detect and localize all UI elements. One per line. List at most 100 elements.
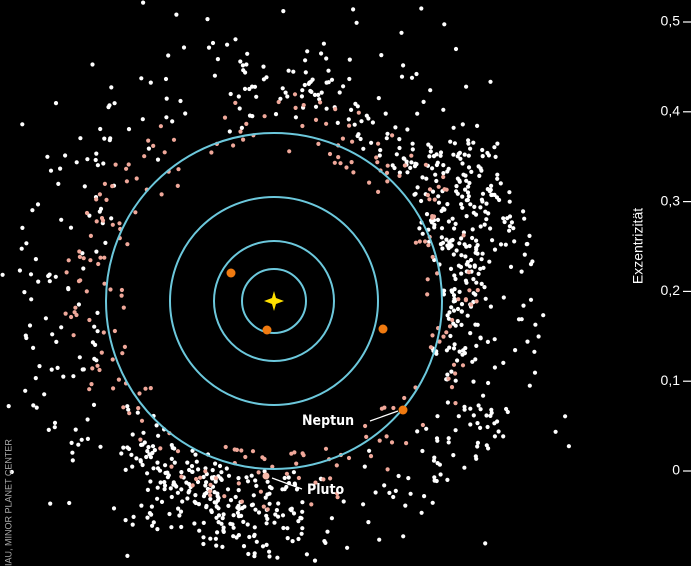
object xyxy=(97,192,102,197)
object xyxy=(367,448,372,453)
object xyxy=(81,266,86,271)
object xyxy=(396,473,401,479)
object xyxy=(74,160,79,165)
object xyxy=(536,334,541,339)
object xyxy=(532,349,537,354)
object xyxy=(392,165,397,171)
object xyxy=(285,536,290,541)
object xyxy=(431,458,437,463)
object xyxy=(453,276,458,282)
object xyxy=(46,427,51,432)
object xyxy=(214,504,219,509)
object xyxy=(480,251,485,256)
object xyxy=(46,273,51,279)
object xyxy=(175,449,181,454)
object xyxy=(289,451,294,456)
object xyxy=(129,452,134,457)
object xyxy=(36,279,41,284)
object xyxy=(488,304,493,309)
object xyxy=(231,525,236,530)
object xyxy=(480,191,486,196)
object xyxy=(441,334,446,339)
object xyxy=(405,127,410,132)
object xyxy=(247,113,253,118)
object xyxy=(413,240,418,245)
object xyxy=(124,166,129,171)
object xyxy=(522,216,527,221)
object xyxy=(364,434,369,439)
object xyxy=(274,508,279,513)
object xyxy=(239,125,244,130)
object xyxy=(272,520,277,525)
object xyxy=(459,271,464,276)
object xyxy=(242,86,248,91)
object xyxy=(459,236,464,241)
object xyxy=(196,502,201,507)
object xyxy=(194,476,199,482)
leader-line xyxy=(271,477,303,490)
object xyxy=(449,243,454,248)
object xyxy=(519,269,524,274)
object xyxy=(245,522,250,527)
axis: 0 0,1 0,2 0,3 0,4 0,5 xyxy=(661,13,691,478)
neptune-label: Neptun xyxy=(302,413,354,429)
object xyxy=(165,470,170,475)
object xyxy=(427,187,433,192)
object xyxy=(467,180,472,186)
object xyxy=(316,92,321,97)
object xyxy=(43,316,49,321)
axis-label: Exzentrizität xyxy=(630,208,646,284)
object xyxy=(433,172,438,177)
object xyxy=(450,317,455,323)
object xyxy=(76,442,81,447)
object xyxy=(243,454,248,460)
object xyxy=(254,94,259,99)
object xyxy=(384,434,389,439)
object xyxy=(164,115,169,120)
object xyxy=(447,345,452,350)
object xyxy=(450,237,455,243)
object xyxy=(134,176,139,181)
object xyxy=(324,56,329,61)
object xyxy=(446,376,451,381)
object xyxy=(110,357,115,362)
object xyxy=(346,117,351,122)
object xyxy=(477,173,482,178)
object xyxy=(460,161,465,166)
object xyxy=(470,227,475,232)
object xyxy=(102,181,107,186)
object xyxy=(516,317,522,322)
object xyxy=(501,216,506,221)
object xyxy=(85,157,90,162)
object xyxy=(426,142,431,147)
object xyxy=(445,400,450,405)
object xyxy=(269,486,274,491)
object xyxy=(162,480,167,485)
object xyxy=(512,239,517,244)
object xyxy=(77,254,82,259)
object xyxy=(290,539,295,544)
object xyxy=(451,346,457,351)
object xyxy=(383,111,388,116)
object xyxy=(9,469,14,475)
object xyxy=(59,325,64,330)
object xyxy=(148,386,153,391)
object xyxy=(261,504,266,509)
object xyxy=(319,51,324,56)
object xyxy=(48,501,53,506)
object xyxy=(97,367,102,373)
object xyxy=(156,433,161,438)
object xyxy=(456,151,461,156)
object xyxy=(154,423,159,428)
object xyxy=(345,545,350,550)
object xyxy=(460,122,465,127)
object xyxy=(313,104,319,109)
object xyxy=(264,513,269,518)
object xyxy=(137,391,142,396)
object xyxy=(247,534,252,540)
object xyxy=(213,500,219,505)
object xyxy=(235,510,240,515)
orbits xyxy=(105,132,443,470)
object xyxy=(473,292,478,297)
object xyxy=(379,53,384,58)
